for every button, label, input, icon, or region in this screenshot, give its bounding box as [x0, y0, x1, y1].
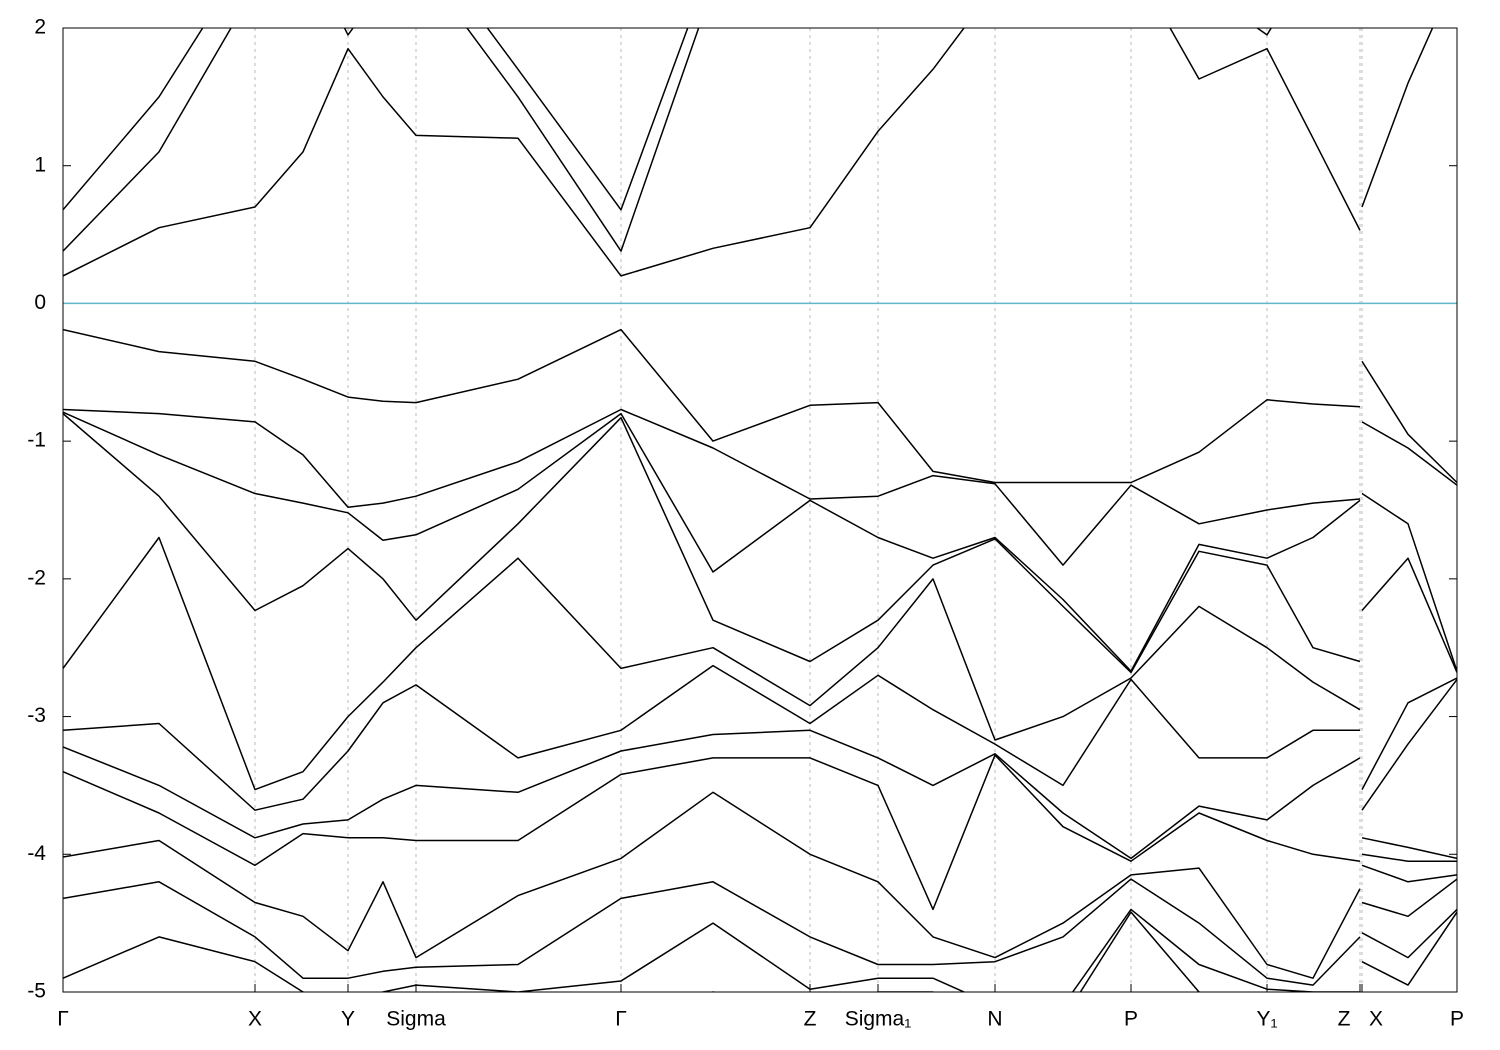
- x-tick-label: Sigma₁: [845, 1008, 912, 1031]
- y-tick-label: -2: [27, 566, 46, 589]
- band-line: [63, 791, 1457, 979]
- band-line: [63, 908, 1457, 992]
- y-tick-label: -3: [27, 704, 46, 727]
- band-line: [63, 328, 1457, 484]
- band-line: [63, 664, 1457, 811]
- x-tick-label: Γ: [615, 1008, 627, 1031]
- band-line: [63, 408, 1457, 566]
- plot-frame: [62, 27, 1458, 993]
- x-tick-label: Γ: [57, 1008, 69, 1031]
- band-line: [63, 413, 1457, 674]
- x-tick-label: N: [987, 1008, 1002, 1031]
- bands: [63, 28, 1457, 992]
- x-tick-label: Sigma: [386, 1008, 446, 1031]
- x-tick-label: P: [1124, 1008, 1138, 1031]
- x-tick-label: X: [1369, 1008, 1383, 1031]
- x-tick-label: Y: [341, 1008, 355, 1031]
- x-tick-label: Y₁: [1256, 1008, 1277, 1031]
- y-tick-label: 2: [34, 16, 46, 39]
- band-line: [710, 911, 1457, 992]
- band-line: [63, 28, 1434, 277]
- y-tick-label: 0: [34, 291, 46, 314]
- y-tick-label: -5: [27, 980, 46, 1003]
- band-line: [63, 878, 1457, 986]
- x-tick-label: Z: [1338, 1008, 1351, 1031]
- y-tick-label: -4: [27, 842, 46, 865]
- x-tick-label: P: [1450, 1008, 1464, 1031]
- x-tick-label: X: [248, 1008, 262, 1031]
- x-tick-label: Z: [804, 1008, 817, 1031]
- band-line: [63, 536, 1457, 791]
- band-line: [63, 729, 1457, 860]
- band-line: [63, 754, 1457, 911]
- band-line: [63, 411, 1457, 672]
- y-tick-label: 1: [34, 153, 46, 176]
- y-tick-label: -1: [27, 429, 46, 452]
